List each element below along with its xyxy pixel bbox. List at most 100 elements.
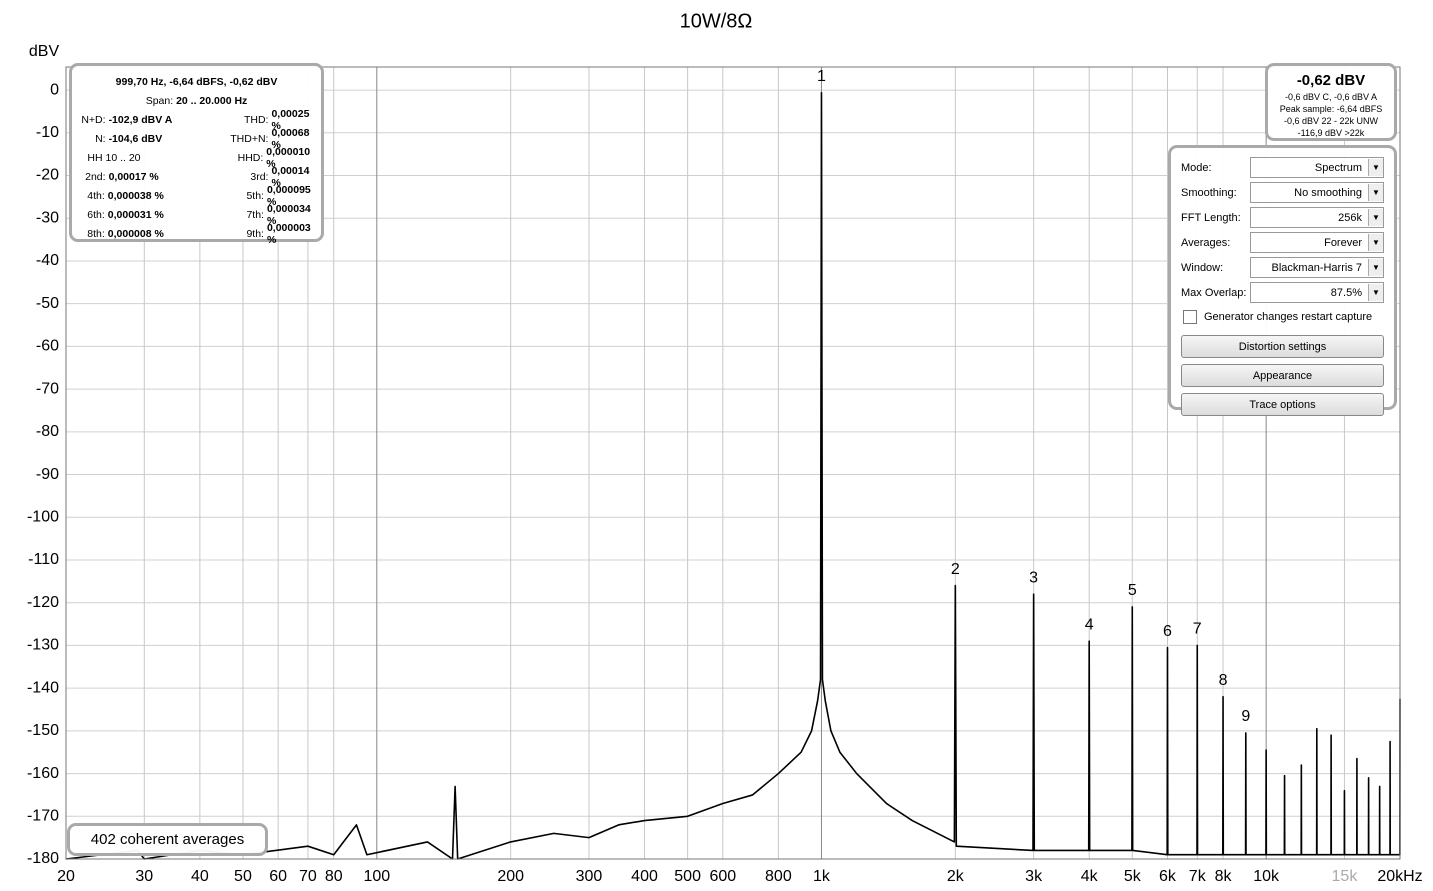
readout-label: HHD: — [237, 151, 264, 164]
x-tick-label: 40 — [191, 868, 209, 885]
dropdown[interactable]: No smoothing ▼ — [1249, 182, 1384, 203]
y-tick-label: -80 — [36, 423, 59, 440]
readout-label: 7th: — [246, 208, 264, 221]
level-lines: -0,6 dBV C, -0,6 dBV A Peak sample: -6,64… — [1268, 91, 1394, 139]
readout-value: 0,000008 % — [107, 227, 164, 240]
readout-value: -102,9 dBV A — [108, 113, 173, 126]
readout-value: 0,000034 % — [266, 202, 311, 227]
readout-row: HH 10 .. 20 HHD: 0,000010 % — [72, 145, 321, 170]
dropdown-arrow[interactable]: ▼ — [1368, 159, 1383, 176]
dropdown-arrow[interactable]: ▼ — [1368, 234, 1383, 251]
control-row: Mode: Spectrum ▼ — [1181, 155, 1384, 180]
x-tick-label: 10k — [1253, 868, 1280, 885]
control-row: Smoothing: No smoothing ▼ — [1181, 180, 1384, 205]
checkbox-row[interactable]: Generator changes restart capture — [1181, 305, 1384, 329]
readout-value: 0,00025 % — [271, 107, 310, 132]
readout-label: THD: — [243, 113, 269, 126]
readout-row: 6th: 0,000031 % 7th: 0,000034 % — [72, 202, 321, 227]
y-tick-label: 0 — [50, 81, 59, 98]
readout-label: 8th: — [87, 227, 105, 240]
y-tick-label: -70 — [36, 380, 59, 397]
control-label: Mode: — [1181, 161, 1212, 174]
x-tick-label: 600 — [709, 868, 736, 885]
control-row: FFT Length: 256k ▼ — [1181, 205, 1384, 230]
dropdown[interactable]: Blackman-Harris 7 ▼ — [1249, 257, 1384, 278]
button[interactable]: Distortion settings — [1181, 335, 1384, 358]
x-tick-label: 100 — [363, 868, 390, 885]
dropdown-arrow[interactable]: ▼ — [1368, 284, 1383, 301]
readout-label: 9th: — [246, 227, 264, 240]
dropdown[interactable]: 87.5% ▼ — [1249, 282, 1384, 303]
y-tick-label: -50 — [36, 295, 59, 312]
x-tick-label: 200 — [497, 868, 524, 885]
y-tick-label: -170 — [27, 808, 59, 825]
level-line: -0,6 dBV C, -0,6 dBV A — [1284, 92, 1378, 102]
readout-label: 6th: — [87, 208, 105, 221]
harmonic-label: 3 — [1029, 569, 1038, 586]
control-label: Smoothing: — [1181, 186, 1237, 199]
harmonic-label: 7 — [1193, 621, 1202, 638]
span-value: 20 .. 20.000 Hz — [176, 94, 248, 107]
dropdown-value: 256k — [1338, 211, 1362, 224]
readout-label: N+D: — [81, 113, 106, 126]
control-row: Max Overlap: 87.5% ▼ — [1181, 280, 1384, 305]
dropdown[interactable]: 256k ▼ — [1249, 207, 1384, 228]
checkbox[interactable] — [1183, 310, 1197, 324]
span-label: Span: — [145, 94, 174, 107]
control-label: Max Overlap: — [1181, 286, 1247, 299]
x-tick-label: 3k — [1025, 868, 1043, 885]
readout-row: N+D: -102,9 dBV A THD: 0,00025 % — [72, 107, 321, 132]
control-panel: Mode: Spectrum ▼ Smoothing: No smoothing ▼ FFT… — [1168, 145, 1397, 416]
readout-value: 0,000010 % — [266, 145, 311, 170]
control-label: FFT Length: — [1181, 211, 1241, 224]
x-tick-label: 8k — [1215, 868, 1233, 885]
chart-title: 10W/8Ω — [680, 10, 753, 32]
x-tick-label: 80 — [325, 868, 343, 885]
harmonic-label: 9 — [1241, 708, 1250, 725]
dropdown-value: Forever — [1324, 236, 1362, 249]
readout-row: 4th: 0,000038 % 5th: 0,000095 % — [72, 184, 321, 208]
dropdown-value: Blackman-Harris 7 — [1271, 261, 1362, 274]
y-axis-label: dBV — [29, 43, 60, 60]
harmonic-label: 8 — [1219, 672, 1228, 689]
y-tick-label: -60 — [36, 338, 59, 355]
x-tick-label: 30 — [135, 868, 153, 885]
dropdown-arrow[interactable]: ▼ — [1368, 209, 1383, 226]
dropdown-value: Spectrum — [1314, 161, 1362, 174]
dropdown[interactable]: Forever ▼ — [1249, 232, 1384, 253]
y-tick-label: -20 — [36, 167, 59, 184]
dropdown-arrow[interactable]: ▼ — [1368, 259, 1383, 276]
checkbox-label: Generator changes restart capture — [1204, 311, 1373, 323]
y-tick-label: -180 — [27, 850, 59, 867]
control-label: Averages: — [1181, 236, 1231, 249]
y-tick-label: -90 — [36, 466, 59, 483]
readout-span: Span: 20 .. 20.000 Hz — [72, 91, 321, 110]
harmonic-label: 6 — [1163, 623, 1172, 640]
x-tick-label: 500 — [674, 868, 701, 885]
control-row: Averages: Forever ▼ — [1181, 230, 1384, 255]
control-label: Window: — [1181, 261, 1224, 274]
y-tick-label: -30 — [36, 209, 59, 226]
controls: Mode: Spectrum ▼ Smoothing: No smoothing ▼ FFT… — [1181, 155, 1384, 305]
readout-label: THD+N: — [230, 132, 269, 145]
harmonic-label: 2 — [951, 561, 960, 578]
readout-box: 999,70 Hz, -6,64 dBFS, -0,62 dBV Span: 2… — [69, 63, 324, 246]
dropdown-arrow[interactable]: ▼ — [1368, 184, 1383, 201]
x-tick-label: 5k — [1124, 868, 1142, 885]
footer-box: 402 coherent averages — [67, 823, 268, 856]
y-tick-label: -100 — [27, 508, 59, 525]
harmonic-label: 5 — [1128, 582, 1137, 599]
button[interactable]: Trace options — [1181, 393, 1384, 416]
x-tick-label: 400 — [631, 868, 658, 885]
x-tick-label: 6k — [1159, 868, 1177, 885]
button[interactable]: Appearance — [1181, 364, 1384, 387]
y-tick-label: -130 — [27, 637, 59, 654]
harmonic-label: 1 — [817, 68, 826, 85]
harmonic-label: 4 — [1085, 616, 1094, 633]
x-tick-label: 20 — [57, 868, 75, 885]
readout-value: 0,00017 % — [108, 170, 159, 183]
trace-layer: 1 2 3 4 5 6 7 8 9 — [65, 68, 1401, 860]
dropdown[interactable]: Spectrum ▼ — [1249, 157, 1384, 178]
readout-row: 2nd: 0,00017 % 3rd: 0,00014 % — [72, 165, 321, 189]
y-tick-label: -160 — [27, 765, 59, 782]
